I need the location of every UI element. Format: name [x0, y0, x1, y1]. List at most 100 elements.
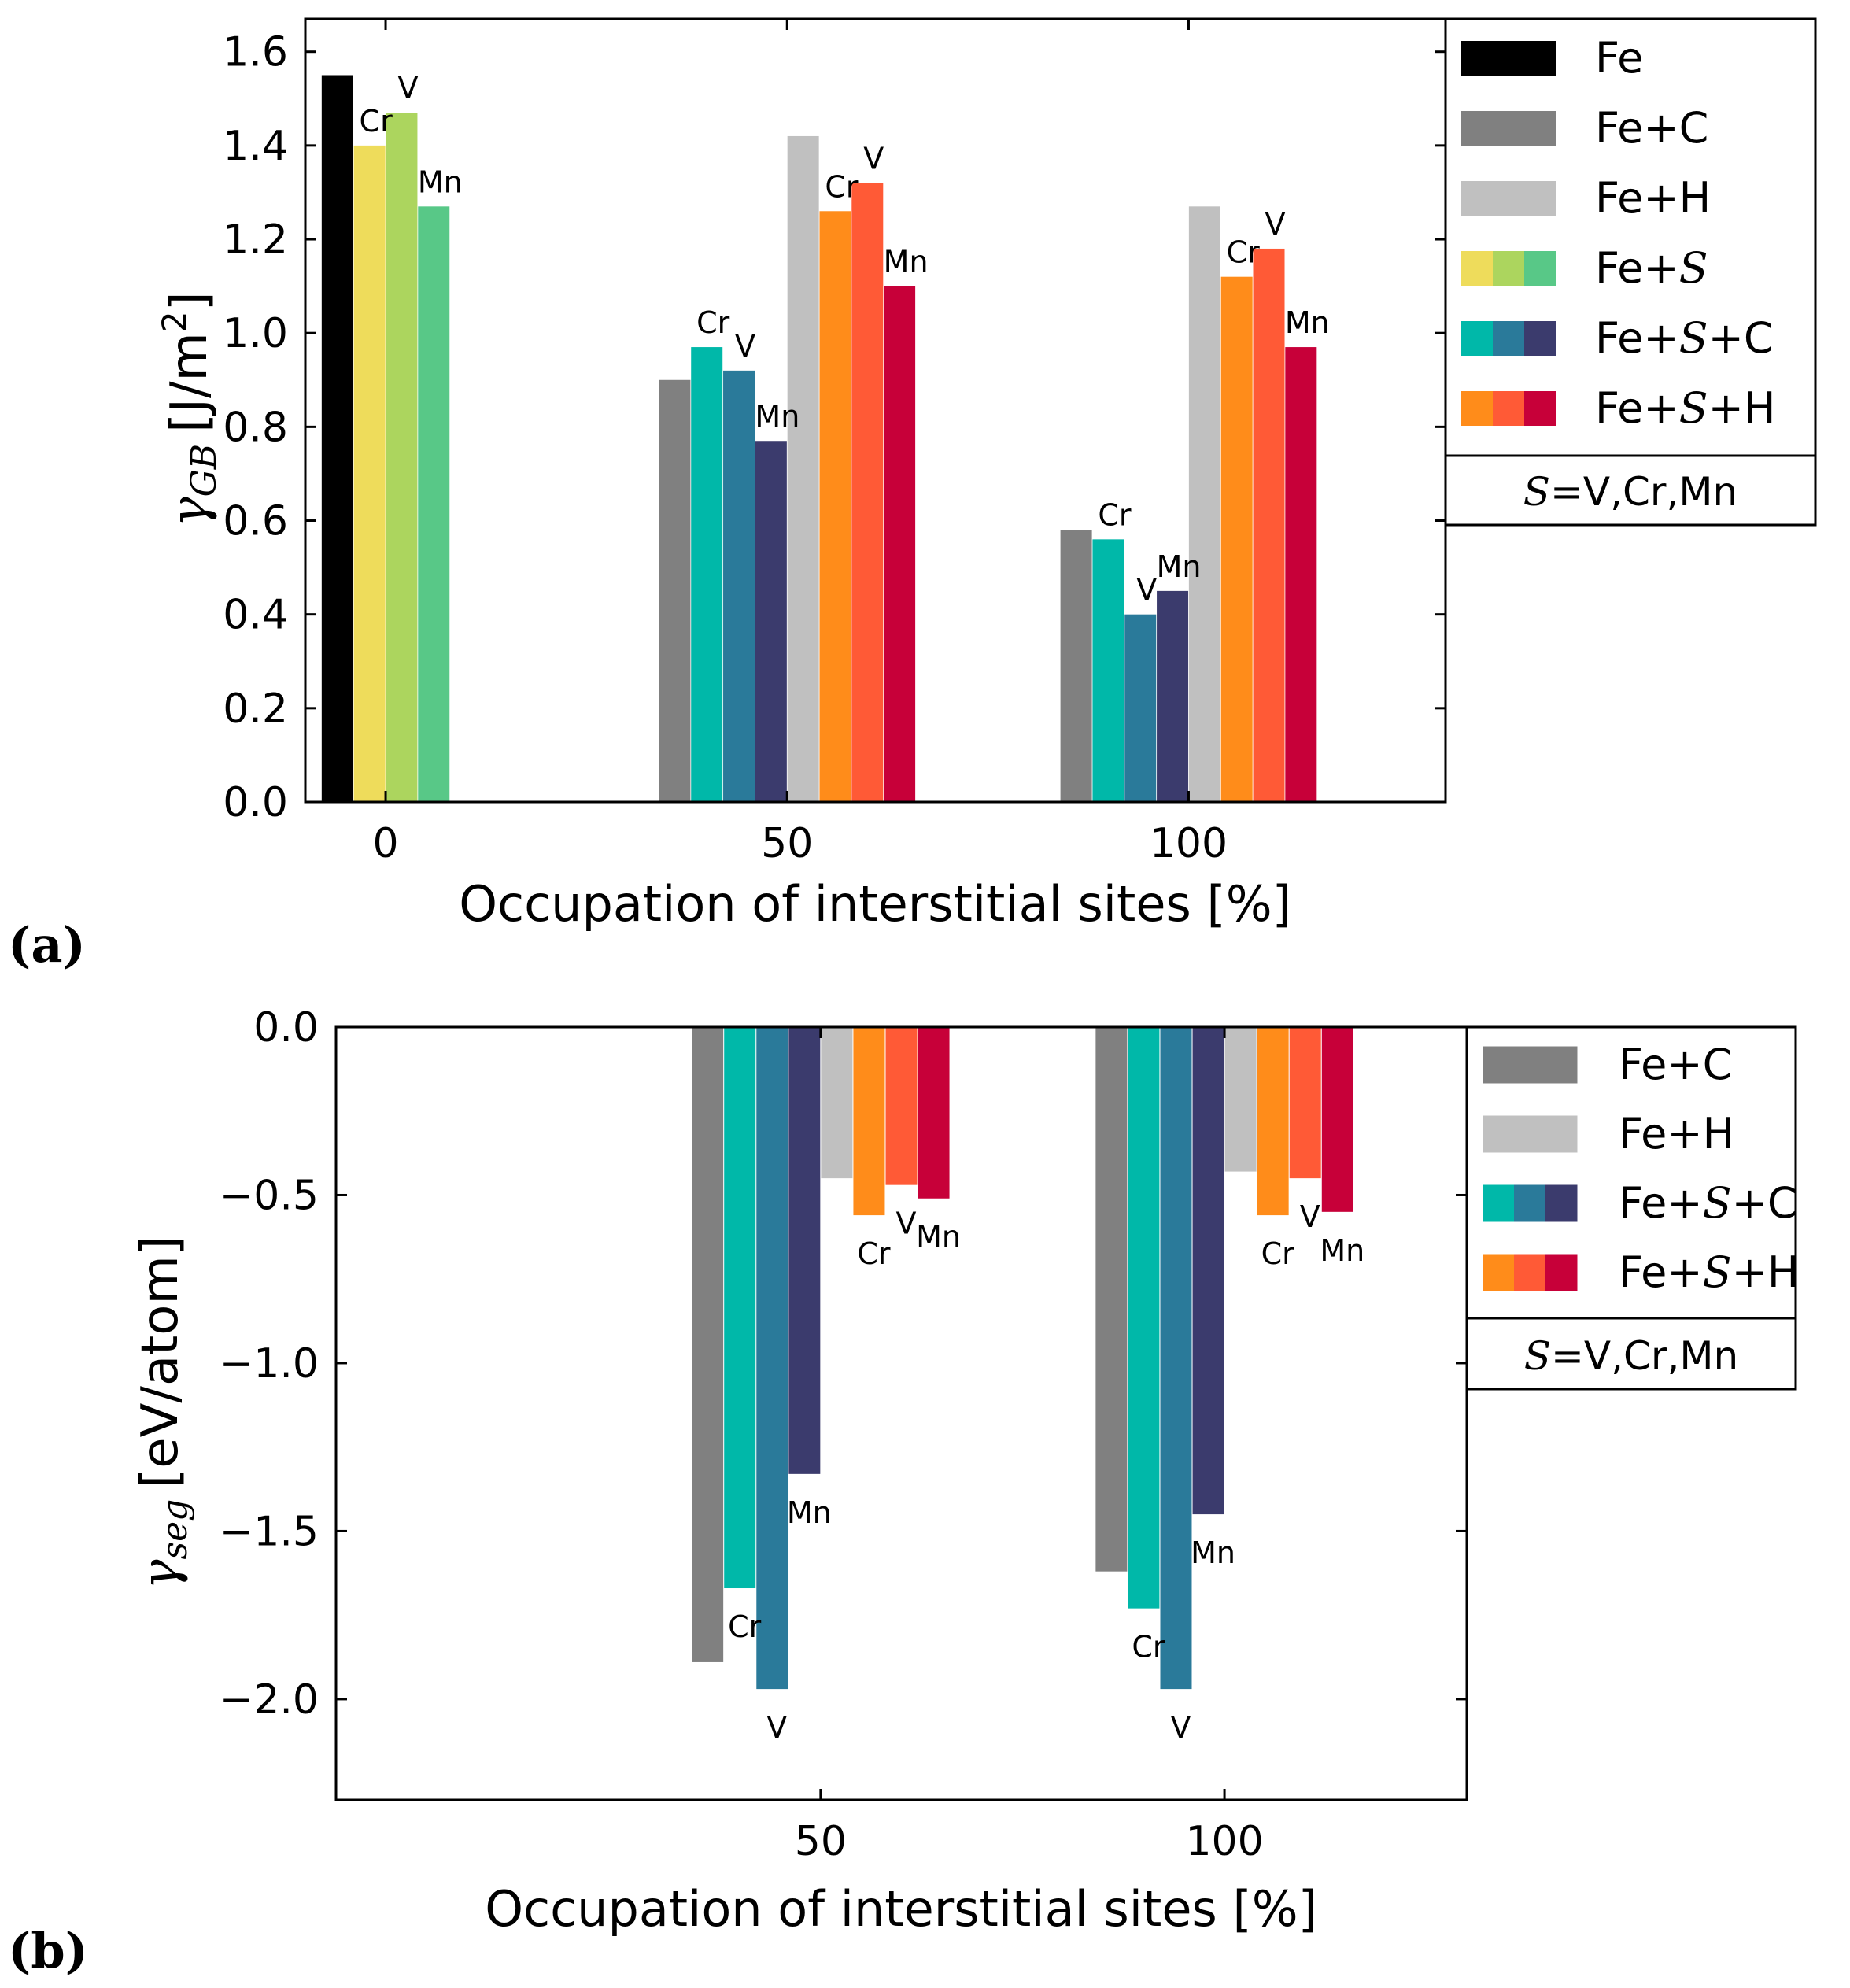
panel-a-bar-label-1: Cr	[360, 104, 393, 139]
panel-b-xtick-label-0: 50	[795, 1818, 847, 1865]
panel-b-bar-label-13: Cr	[1261, 1236, 1295, 1271]
panel-a-ytick-label-7: 1.4	[223, 123, 288, 170]
panel-a-bar-label-3: Mn	[418, 164, 463, 199]
panel-b-y-axis-label: γseg [eV/atom]	[131, 1236, 195, 1590]
legend-label-prefix: Fe+	[1595, 243, 1679, 293]
panel-b-bar-6	[885, 1027, 918, 1185]
panel-a-bar-label-14: V	[1136, 573, 1157, 608]
legend-label-prefix: Fe+	[1619, 1247, 1703, 1297]
legend-label-prefix: Fe+C	[1619, 1040, 1732, 1089]
panel-a-bar-label-15: Mn	[1157, 549, 1202, 584]
panel-a-note: S=V,Cr,Mn	[1523, 469, 1737, 515]
panel-b-ytick-label-1: −0.5	[220, 1172, 319, 1219]
panel-a-bar-label-2: V	[397, 71, 418, 105]
panel-a-bar-9	[819, 211, 851, 802]
panel-b-bar-14	[1289, 1027, 1321, 1179]
panel-a-bar-1	[353, 145, 386, 802]
panel-a-bar-2	[386, 113, 418, 802]
panel-b-legend-label-3: Fe+S+H	[1619, 1247, 1799, 1297]
panel-a-bar-13	[1092, 539, 1124, 802]
legend-label-symbol: S	[1679, 383, 1708, 433]
panel-a-ytick-label-0: 0.0	[223, 779, 288, 826]
panel-b-bar-13	[1257, 1027, 1289, 1216]
legend-label-prefix: Fe	[1595, 33, 1643, 83]
panel-a-legend-label-0: Fe	[1595, 33, 1643, 83]
panel-b-bar-10	[1160, 1027, 1192, 1690]
panel-b-bar-label-14: V	[1300, 1199, 1320, 1234]
panel-a-bar-label-17: Cr	[1227, 235, 1261, 270]
panel-a-xtick-label-1: 50	[761, 820, 813, 867]
panel-b-bar-7	[918, 1027, 950, 1199]
legend-label-prefix: Fe+H	[1595, 173, 1711, 223]
panel-a-xtick-label-2: 100	[1150, 820, 1228, 867]
panel-a-y-axis-label: γGB [J/m2]	[155, 291, 224, 527]
panel-a-legend-swatch-2-0	[1461, 181, 1556, 216]
panel-a-bar-14	[1124, 614, 1157, 802]
panel-b-y-unit: [eV/atom]	[131, 1236, 190, 1487]
panel-b-ytick-label-4: −2.0	[220, 1676, 319, 1724]
panel-b-legend-swatch-1-0	[1483, 1115, 1578, 1153]
panel-b-bar-label-1: Cr	[728, 1609, 762, 1644]
panel-a-bar-label-13: Cr	[1098, 497, 1132, 532]
panel-a-bar-6	[723, 370, 755, 802]
panel-b-legend-swatch-2-2	[1545, 1184, 1578, 1222]
panel-b-note-box	[1465, 1317, 1797, 1391]
panel-b-bar-2	[756, 1027, 788, 1690]
panel-b-bar-label-5: Cr	[857, 1236, 891, 1271]
panel-a-y-unit-close: ]	[161, 291, 219, 311]
legend-label-prefix: Fe+	[1619, 1178, 1703, 1228]
panel-b-ytick-label-0: 0.0	[253, 1004, 319, 1051]
panel-b-bar-label-3: Mn	[787, 1495, 832, 1530]
legend-label-suffix: +C	[1708, 313, 1774, 363]
panel-b-bar-label-9: Cr	[1132, 1630, 1165, 1665]
legend-label-prefix: Fe+	[1595, 383, 1679, 433]
panel-a-bar-label-5: Cr	[696, 305, 730, 340]
panel-b-bar-15	[1321, 1027, 1353, 1212]
panel-a-bar-label-7: Mn	[755, 399, 799, 434]
panel-b-legend-label-0: Fe+C	[1619, 1040, 1732, 1089]
panel-b-bar-9	[1128, 1027, 1160, 1609]
legend-label-symbol: S	[1679, 243, 1708, 293]
panel-a-bar-15	[1157, 590, 1189, 802]
panel-b-bar-label-10: V	[1170, 1710, 1191, 1745]
panel-a-bar-17	[1220, 276, 1253, 803]
panel-b-legend-swatch-3-0	[1483, 1254, 1515, 1291]
panel-b-bars	[692, 1027, 1353, 1690]
panel-a-ytick-label-1: 0.2	[223, 685, 288, 733]
legend-label-prefix: Fe+C	[1595, 103, 1708, 153]
panel-a-legend-swatch-4-0	[1461, 321, 1494, 356]
panel-a-note-symbol: S	[1523, 469, 1550, 515]
panel-a-bar-0	[321, 75, 353, 802]
legend-label-prefix: Fe+	[1595, 313, 1679, 363]
legend-label-suffix: +H	[1732, 1247, 1800, 1297]
panel-a-bar-label-10: V	[863, 142, 884, 176]
panel-b-bar-5	[853, 1027, 885, 1216]
panel-a-legend-label-3: Fe+S	[1595, 243, 1708, 293]
panel-a-y-unit-sup: 2	[155, 311, 194, 332]
panel-a-bar-4	[659, 379, 691, 802]
panel-b-y-ticks: 0.0 −0.5 −1.0 −1.5 −2.0	[220, 1004, 1467, 1724]
panel-a-bar-10	[851, 183, 884, 802]
panel-a-legend-swatch-5-0	[1461, 391, 1494, 426]
panel-a-legend-label-1: Fe+C	[1595, 103, 1708, 153]
panel-a-legend-box	[1444, 17, 1817, 457]
panel-b-legend-label-1: Fe+H	[1619, 1109, 1734, 1158]
panel-a-ytick-label-3: 0.6	[223, 498, 288, 545]
panel-a-bar-11	[884, 286, 916, 802]
panel-a-bar-12	[1060, 530, 1092, 802]
panel-a-legend-swatch-3-2	[1524, 251, 1556, 286]
panel-b-bar-12	[1224, 1027, 1257, 1172]
panel-b-bar-label-2: V	[766, 1710, 787, 1745]
panel-b-bar-label-7: Mn	[916, 1220, 961, 1255]
panel-b-bar-label-6: V	[896, 1206, 917, 1241]
panel-a-ytick-label-4: 0.8	[223, 404, 288, 451]
panel-a-bar-label-9: Cr	[825, 169, 859, 204]
panel-a-x-ticks: 0 50 100	[372, 19, 1228, 867]
panel-a-x-axis-label: Occupation of interstitial sites [%]	[459, 875, 1291, 933]
panel-a-ytick-label-5: 1.0	[223, 310, 288, 357]
panel-a-y-unit: [J/m	[161, 332, 219, 433]
